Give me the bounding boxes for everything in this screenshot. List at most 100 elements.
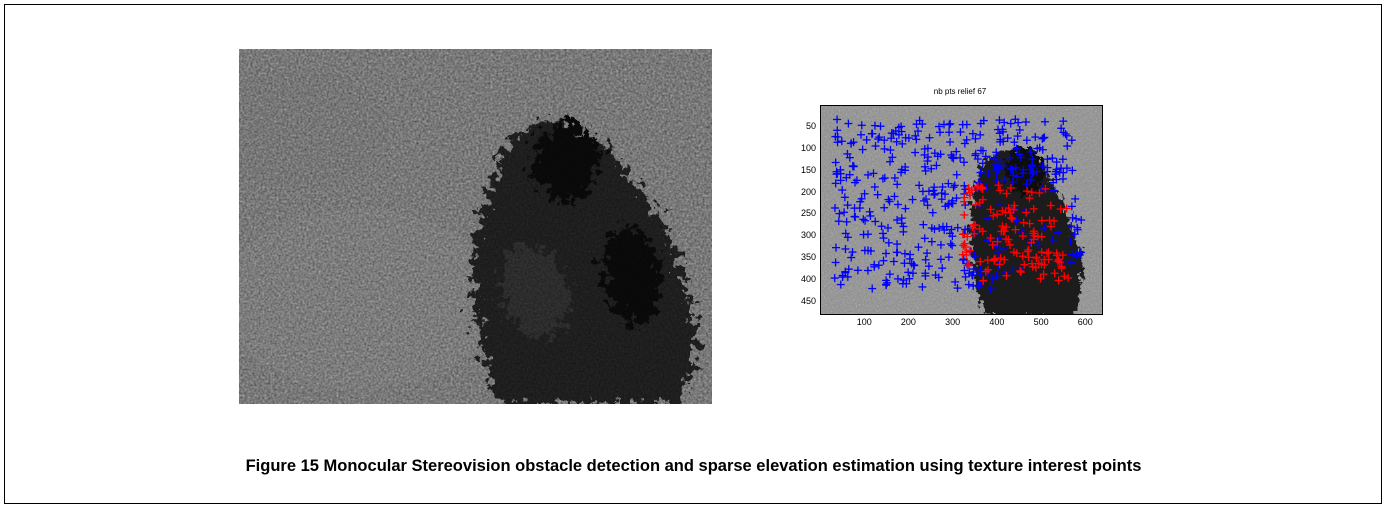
ground-point-marker [892, 137, 901, 146]
ground-point-marker [928, 208, 937, 217]
relief-point-marker [965, 246, 974, 255]
ground-point-marker [930, 189, 939, 198]
ground-point-marker [948, 232, 957, 241]
y-tick-label: 450 [800, 295, 816, 306]
relief-point-marker [1039, 270, 1048, 279]
ground-point-marker [999, 127, 1008, 136]
ground-point-marker [1071, 194, 1080, 203]
relief-point-marker [974, 182, 983, 191]
ground-point-marker [909, 260, 918, 269]
relief-point-marker [1037, 216, 1046, 225]
ground-point-marker [946, 138, 955, 147]
ground-point-marker [898, 139, 907, 148]
ground-point-marker [994, 261, 1003, 270]
ground-point-marker [840, 208, 849, 217]
ground-point-marker [976, 146, 985, 155]
ground-point-marker [989, 154, 998, 163]
ground-point-marker [901, 166, 910, 175]
ground-point-marker [884, 195, 893, 204]
ground-point-marker [841, 229, 850, 238]
ground-point-marker [992, 164, 1001, 173]
ground-point-marker [893, 274, 902, 283]
ground-point-marker [833, 132, 842, 141]
ground-point-marker [1068, 166, 1077, 175]
ground-point-marker [940, 226, 949, 235]
relief-point-marker [1042, 249, 1051, 258]
relief-point-marker [979, 276, 988, 285]
ground-point-marker [1010, 138, 1019, 147]
ground-point-marker [873, 190, 882, 199]
ground-point-marker [885, 270, 894, 279]
ground-point-marker [832, 243, 841, 252]
ground-point-marker [880, 144, 889, 153]
relief-point-marker [981, 267, 990, 276]
relief-point-marker [978, 195, 987, 204]
ground-point-marker [1063, 142, 1072, 151]
ground-point-marker [976, 168, 985, 177]
ground-point-marker [1017, 228, 1026, 237]
ground-point-marker [831, 179, 840, 188]
ground-point-marker [842, 217, 851, 226]
ground-point-marker [935, 224, 944, 233]
ground-point-marker [865, 207, 874, 216]
ground-point-marker [950, 181, 959, 190]
relief-point-marker [975, 224, 984, 233]
ground-point-marker [857, 121, 866, 130]
ground-point-marker [1068, 213, 1077, 222]
ground-point-marker [843, 201, 852, 210]
ground-point-marker [914, 243, 923, 252]
ground-point-marker [870, 121, 879, 130]
plot-background-image [821, 106, 1102, 314]
ground-point-marker [843, 233, 852, 242]
ground-point-marker [1043, 155, 1052, 164]
ground-point-marker [887, 129, 896, 138]
ground-point-marker [995, 157, 1004, 166]
ground-point-marker [930, 225, 939, 234]
ground-point-marker [889, 257, 898, 266]
ground-point-marker [886, 146, 895, 155]
ground-point-marker [947, 225, 956, 234]
relief-point-marker [964, 184, 973, 193]
ground-point-marker [994, 125, 1003, 134]
ground-point-marker [945, 128, 954, 137]
ground-point-marker [869, 169, 878, 178]
relief-point-marker [963, 261, 972, 270]
relief-point-marker [995, 260, 1004, 269]
ground-point-marker [925, 133, 934, 142]
relief-point-marker [993, 237, 1002, 246]
ground-point-marker [831, 258, 840, 267]
ground-point-marker [921, 269, 930, 278]
ground-point-marker [944, 253, 953, 262]
relief-point-marker [1034, 259, 1043, 268]
ground-point-marker [860, 189, 869, 198]
aerial-photo [239, 49, 712, 404]
ground-point-marker [868, 284, 877, 293]
ground-point-marker [900, 259, 909, 268]
ground-point-marker [922, 195, 931, 204]
ground-point-marker [844, 119, 853, 128]
x-tick-label: 200 [900, 317, 916, 327]
ground-point-marker [924, 262, 933, 271]
ground-point-marker [882, 249, 891, 258]
ground-point-marker [1026, 175, 1035, 184]
ground-point-marker [961, 201, 970, 210]
ground-point-marker [930, 149, 939, 158]
relief-point-marker [986, 234, 995, 243]
ground-point-marker [1067, 136, 1076, 145]
ground-point-marker [979, 116, 988, 125]
relief-point-marker [1019, 218, 1028, 227]
ground-point-marker [993, 162, 1002, 171]
ground-point-marker [833, 115, 842, 124]
relief-point-marker [1029, 204, 1038, 213]
ground-point-marker [930, 190, 939, 199]
relief-point-marker [973, 183, 982, 192]
relief-point-marker [1058, 250, 1067, 259]
relief-point-marker [1002, 271, 1011, 280]
relief-point-marker [1002, 223, 1011, 232]
ground-point-marker [836, 280, 845, 289]
relief-point-marker [968, 223, 977, 232]
relief-point-marker [959, 241, 968, 250]
ground-point-marker [867, 129, 876, 138]
relief-point-marker [1007, 213, 1016, 222]
ground-point-marker [836, 165, 845, 174]
